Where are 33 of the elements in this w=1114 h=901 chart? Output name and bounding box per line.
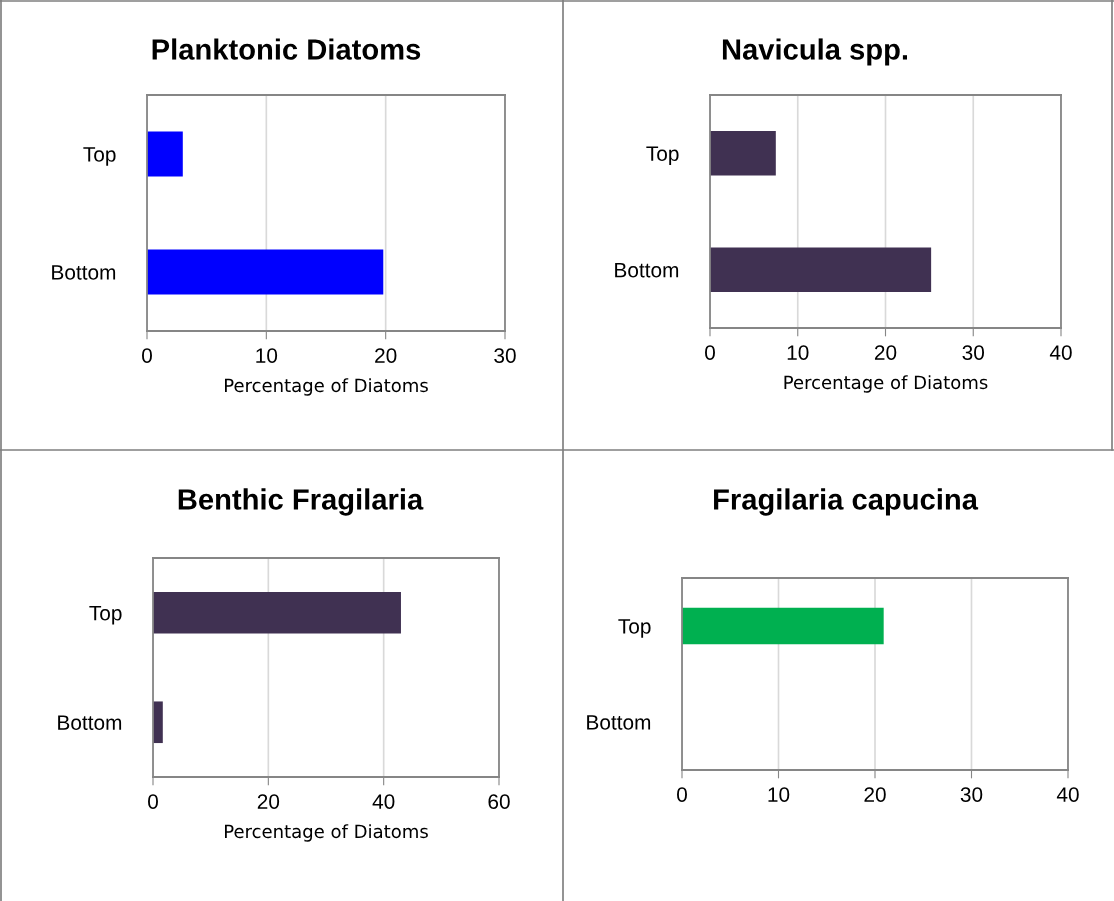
x-tick-label: 0: [705, 345, 715, 360]
x-tick-label: 10: [787, 345, 809, 360]
x-tick-label: 0: [148, 794, 158, 809]
x-tick-label: 20: [257, 794, 280, 809]
chart-title: Benthic Fragilaria: [178, 488, 424, 516]
x-tick-label: 10: [768, 787, 790, 802]
x-tick-label: 20: [874, 345, 897, 360]
y-tick-label: Top: [89, 605, 122, 625]
x-tick-label: 30: [962, 345, 985, 360]
chart-title: Navicula spp.: [722, 38, 908, 66]
x-tick-label: 60: [488, 794, 510, 809]
x-tick-label: 10: [256, 348, 278, 363]
x-tick-label: 40: [1056, 787, 1079, 802]
x-tick-label: 20: [375, 348, 397, 363]
chart-title: Planktonic Diatoms: [152, 38, 421, 60]
chart-title: Fragilaria capucina: [714, 488, 979, 516]
x-tick-label: 0: [142, 348, 152, 363]
y-tick-label: Bottom: [52, 265, 116, 280]
x-axis-title: Percentage of Diatoms: [784, 375, 988, 393]
x-tick-label: 40: [372, 794, 395, 809]
x-tick-label: 0: [677, 787, 687, 802]
y-tick-label: Bottom: [58, 715, 122, 730]
x-axis-title: Percentage of Diatoms: [225, 378, 428, 396]
x-tick-label: 30: [960, 787, 983, 802]
x-tick-label: 20: [864, 787, 886, 802]
y-tick-label: Bottom: [615, 262, 679, 278]
y-tick-label: Top: [83, 147, 116, 166]
y-tick-label: Top: [646, 146, 679, 166]
x-tick-label: 40: [1049, 345, 1072, 360]
x-axis-title: Percentage of Diatoms: [225, 824, 428, 842]
x-tick-label: 30: [494, 348, 516, 363]
y-tick-label: Bottom: [587, 715, 651, 730]
y-tick-label: Top: [618, 619, 651, 638]
